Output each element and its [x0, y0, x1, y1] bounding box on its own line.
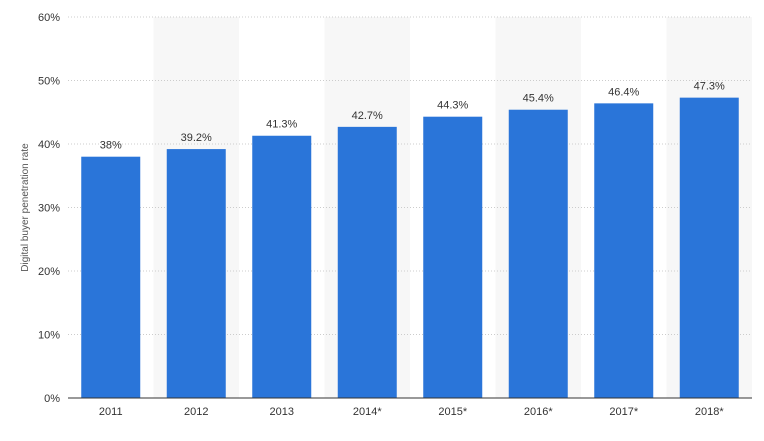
x-axis-ticks: 2011 2012 2013 2014* 2015* 2016* 2017* 2018* — [99, 406, 724, 418]
x-tick-label: 2018* — [695, 406, 724, 418]
bar — [337, 126, 397, 398]
x-tick-label: 2016* — [524, 406, 553, 418]
y-tick-label: 40% — [38, 139, 60, 151]
bars — [81, 97, 739, 399]
bar — [81, 156, 141, 398]
y-tick-label: 50% — [38, 76, 60, 88]
x-tick-label: 2011 — [99, 406, 123, 418]
y-tick-label: 20% — [38, 266, 60, 278]
bar — [508, 109, 568, 399]
x-tick-label: 2013 — [270, 406, 294, 418]
bar — [679, 97, 739, 399]
data-label: 42.7% — [352, 110, 383, 122]
data-labels: 38% 39.2% 41.3% 42.7% 44.3% 45.4% 46.4% 47.3% — [100, 81, 725, 152]
y-tick-label: 30% — [38, 203, 60, 215]
bar — [423, 116, 483, 398]
x-tick-label: 2015* — [438, 406, 467, 418]
bar — [252, 135, 312, 398]
data-label: 45.4% — [523, 93, 554, 105]
bar — [594, 103, 654, 399]
y-tick-label: 60% — [38, 12, 60, 24]
bar — [166, 149, 226, 398]
x-tick-label: 2017* — [609, 406, 638, 418]
y-tick-label: 10% — [38, 330, 60, 342]
data-label: 47.3% — [694, 81, 725, 93]
x-tick-label: 2012 — [184, 406, 208, 418]
y-tick-label: 0% — [44, 393, 60, 405]
y-axis-title: Digital buyer penetration rate — [20, 143, 31, 272]
data-label: 38% — [100, 140, 122, 152]
data-label: 46.4% — [608, 86, 639, 98]
x-tick-label: 2014* — [353, 406, 382, 418]
data-label: 39.2% — [181, 132, 212, 144]
data-label: 44.3% — [437, 100, 468, 112]
data-label: 41.3% — [266, 119, 297, 131]
y-axis-ticks: 0% 10% 20% 30% 40% 50% 60% — [38, 12, 60, 405]
